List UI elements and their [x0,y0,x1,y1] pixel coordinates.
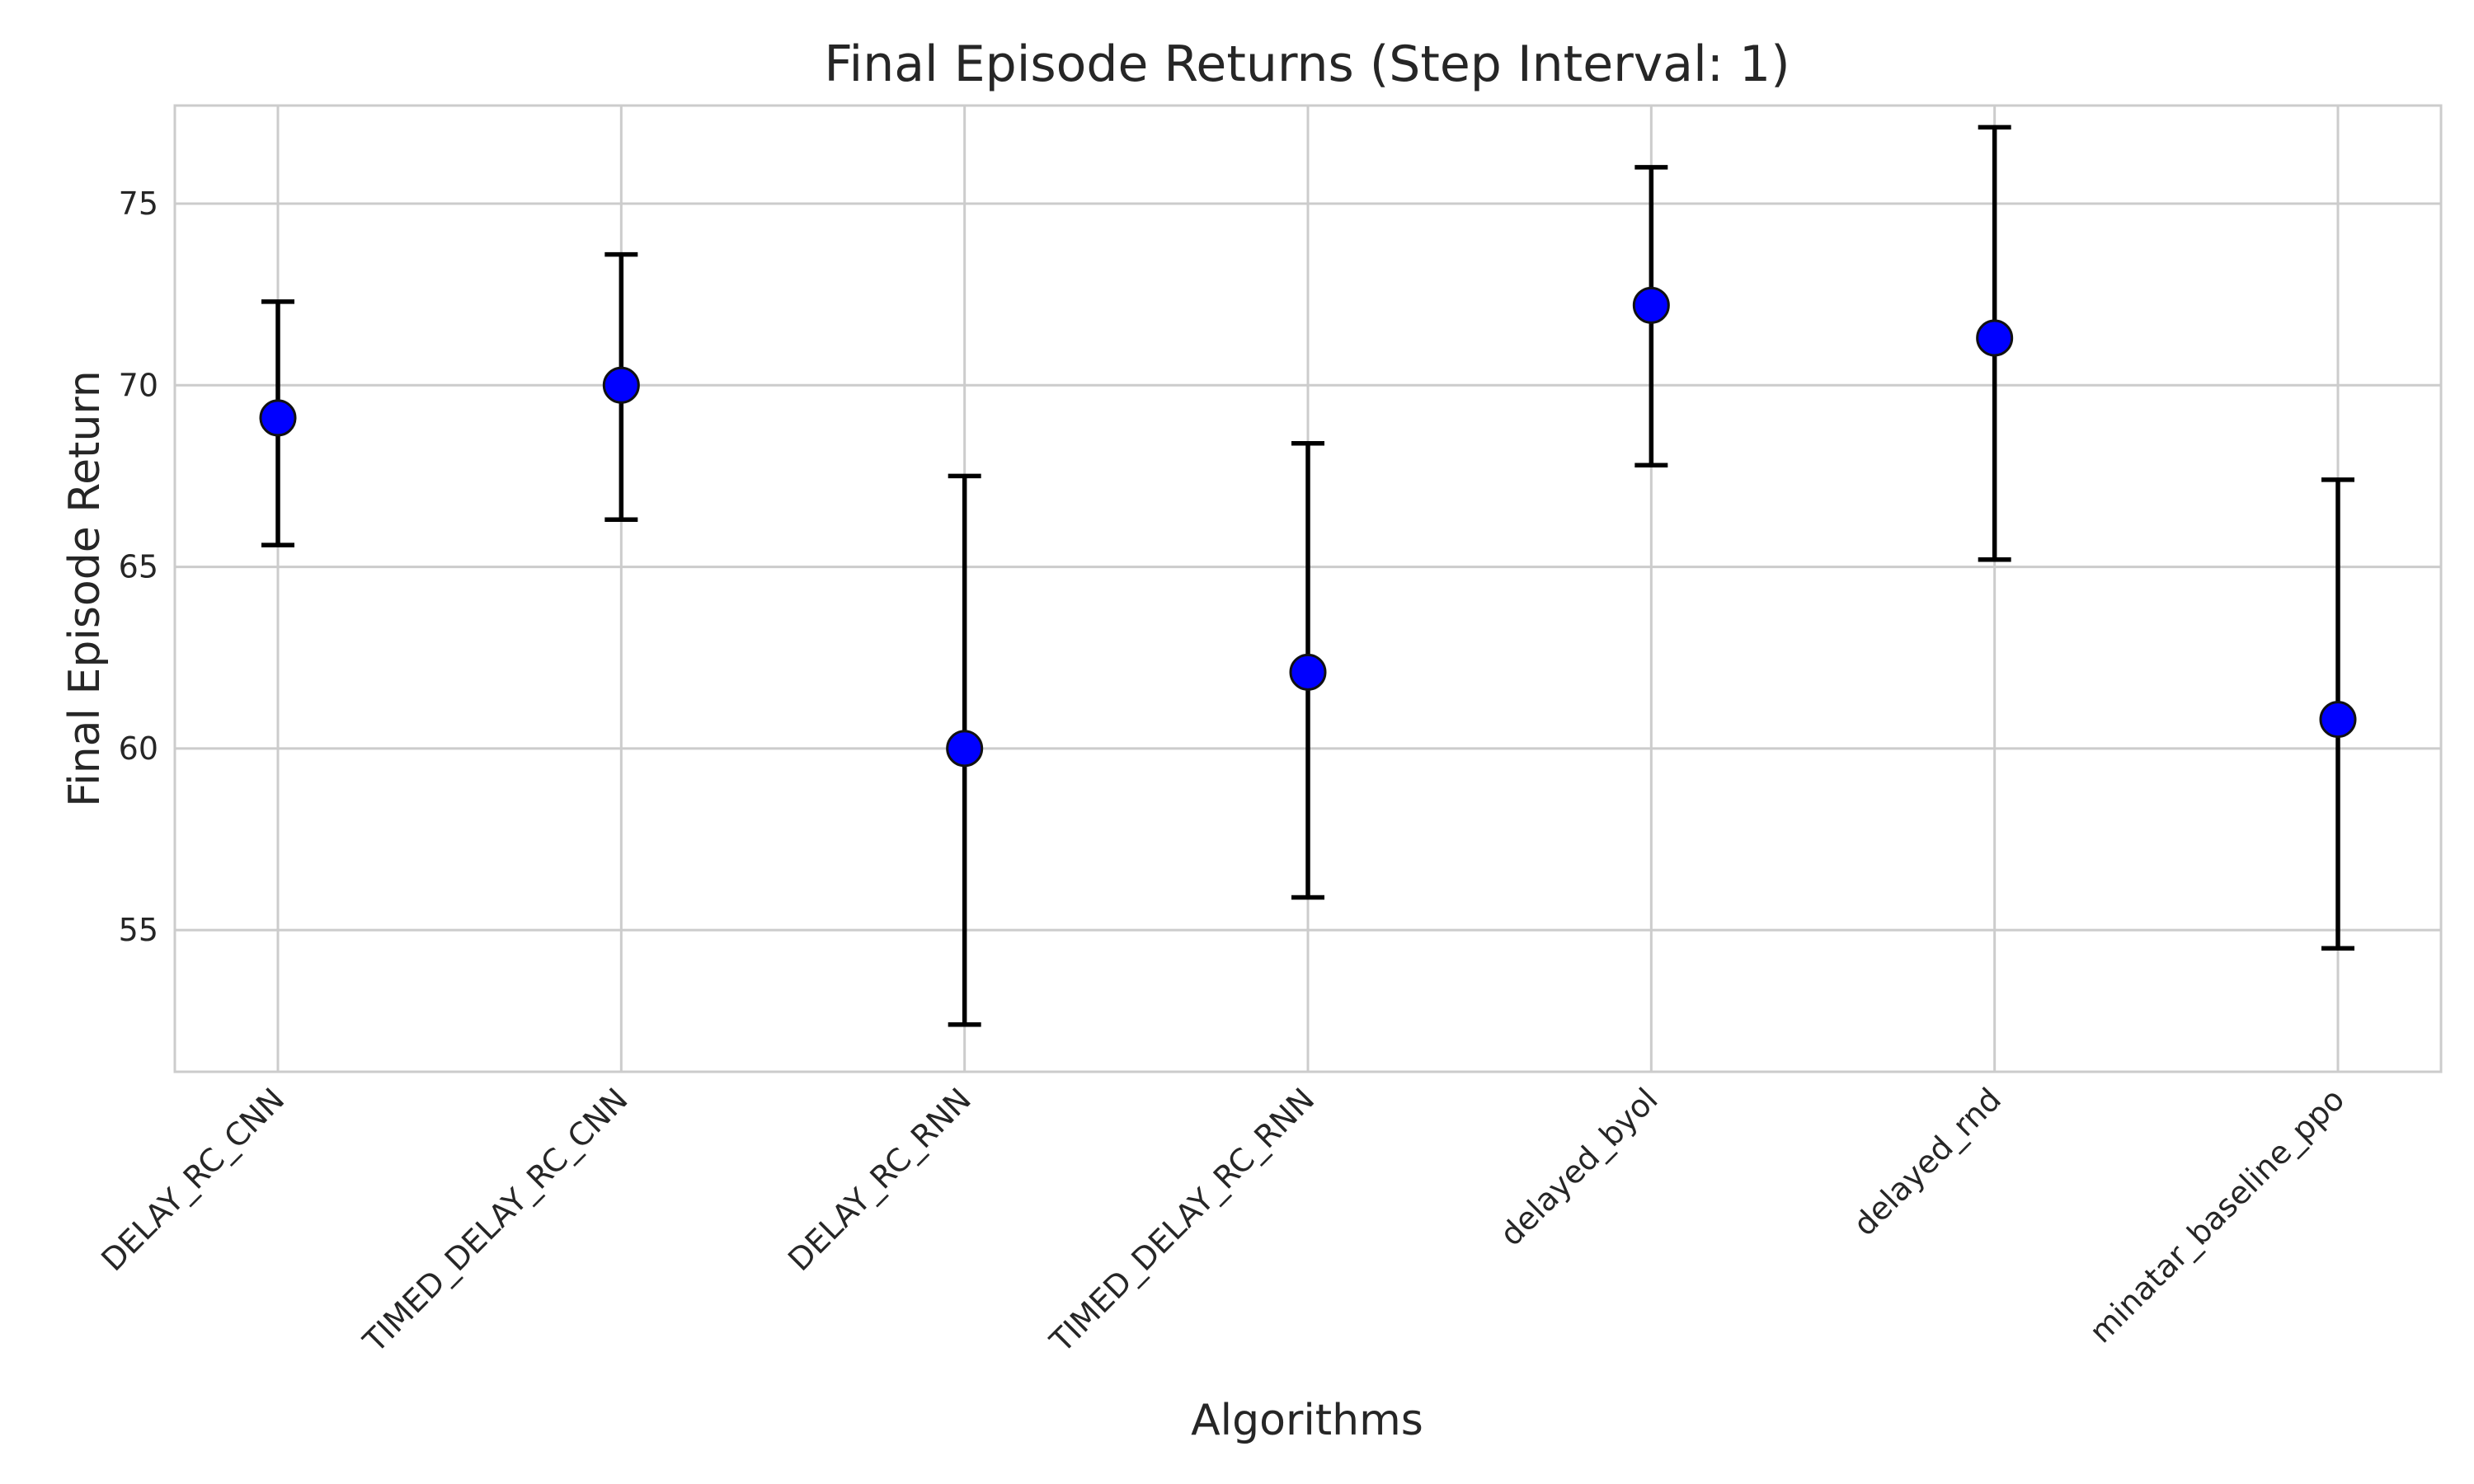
y-axis-label: Final Episode Return [60,370,110,807]
data-points [259,286,2357,768]
data-point [259,399,297,437]
x-tick-label: TIMED_DELAY_RC_RNN [1042,1081,1321,1360]
data-point [1289,653,1327,691]
chart-title: Final Episode Returns (Step Interval: 1) [824,35,1790,93]
x-tick-label: delayed_byol [1493,1081,1664,1252]
data-point [2319,701,2357,739]
y-tick-label: 70 [119,367,158,403]
x-tick-label: DELAY_RC_CNN [94,1081,291,1278]
y-tick-label: 55 [119,912,158,948]
y-tick-label: 75 [119,186,158,222]
data-point [1632,286,1670,324]
x-tick-label: delayed_rnd [1846,1081,2008,1242]
y-tick-label: 60 [119,730,158,767]
y-axis-ticks: 55 60 65 70 75 [119,186,158,948]
data-point [602,366,640,404]
plot-frame [173,104,2443,1073]
x-axis-label: Algorithms [1191,1396,1423,1445]
y-tick-label: 65 [119,549,158,585]
x-tick-label: TIMED_DELAY_RC_CNN [355,1081,634,1360]
x-axis-ticks: DELAY_RC_CNN TIMED_DELAY_RC_CNN DELAY_RC_R… [94,1081,2351,1360]
x-tick-label: DELAY_RC_RNN [781,1081,978,1278]
data-point [1976,319,2014,357]
x-tick-label: minatar_baseline_ppo [2082,1081,2351,1350]
data-point [946,730,984,768]
